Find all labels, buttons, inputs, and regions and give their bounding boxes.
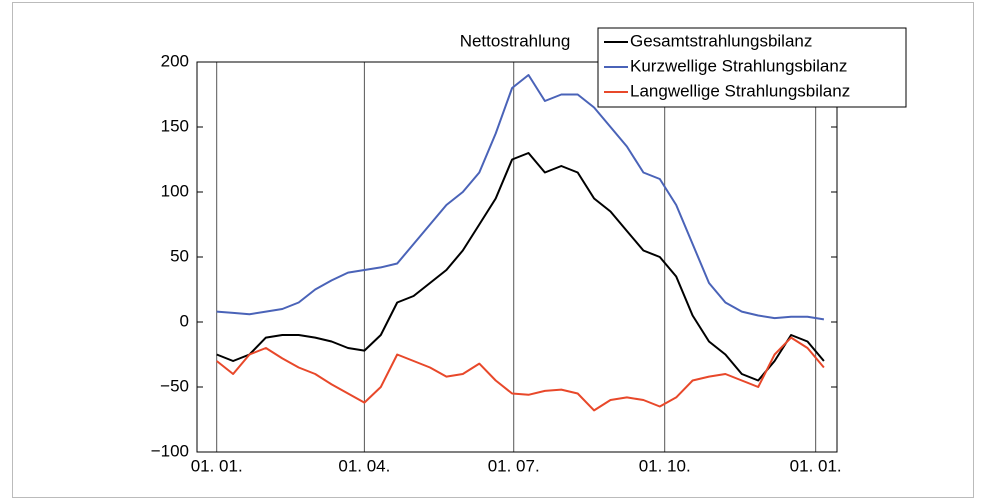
y-tick-label: −100 <box>151 441 189 460</box>
legend-label: Gesamtstrahlungsbilanz <box>630 31 812 50</box>
series-line <box>216 152 825 382</box>
x-tick-label: 01. 01. <box>191 456 243 475</box>
legend-label: Langwellige Strahlungsbilanz <box>630 81 850 100</box>
y-tick-label: 150 <box>161 116 189 135</box>
x-tick-label: 01. 07. <box>488 456 540 475</box>
series-line <box>216 74 825 321</box>
y-tick-label: −50 <box>160 376 189 395</box>
y-tick-label: 50 <box>170 246 189 265</box>
legend-label: Kurzwellige Strahlungsbilanz <box>630 56 847 75</box>
y-tick-label: 0 <box>180 311 189 330</box>
y-tick-label: 200 <box>161 51 189 70</box>
series-line <box>216 336 825 412</box>
plot-area <box>197 62 837 452</box>
chart-title: Nettostrahlung <box>460 31 571 50</box>
axes-box <box>196 61 838 453</box>
x-tick-label: 01. 04. <box>338 456 390 475</box>
x-tick-label: 01. 10. <box>639 456 691 475</box>
y-tick-label: 100 <box>161 181 189 200</box>
x-tick-label: 01. 01. <box>790 456 842 475</box>
legend-box <box>597 27 907 108</box>
